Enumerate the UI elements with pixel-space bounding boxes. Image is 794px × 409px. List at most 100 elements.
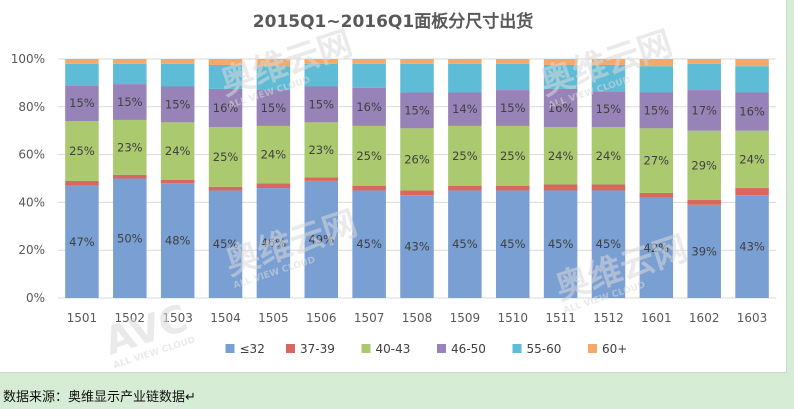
x-tick-label: 1601 (641, 311, 672, 325)
bar-segment (591, 127, 626, 185)
data-label: 45% (356, 237, 382, 251)
data-label: 24% (548, 149, 574, 163)
bar-segment (448, 125, 482, 186)
data-label: 17% (691, 103, 717, 117)
x-tick-label: 1510 (497, 311, 528, 325)
bar-segment (208, 88, 243, 128)
bar-segment (352, 185, 386, 191)
bar-segment (687, 130, 721, 201)
bar-segment (160, 59, 195, 64)
data-label: 16% (356, 100, 382, 114)
bar-segment (448, 92, 482, 126)
bar-segment (352, 87, 386, 126)
bar-segment (160, 63, 195, 87)
x-tick-label: 1505 (258, 311, 289, 325)
bar-segment (495, 90, 530, 126)
chart-title: 2015Q1~2016Q1面板分尺寸出货 (253, 11, 533, 32)
data-label: 15% (596, 102, 622, 116)
bar-segment (448, 185, 482, 191)
bar-segment (448, 63, 482, 93)
data-label: 24% (165, 144, 191, 158)
data-label: 14% (452, 102, 478, 116)
bar-segment (543, 190, 578, 298)
data-label: 25% (452, 149, 478, 163)
data-label: 25% (69, 144, 95, 158)
bar-segment (352, 59, 386, 64)
data-label: 16% (548, 101, 574, 115)
bar-segment (591, 64, 626, 92)
bar-segment (400, 128, 434, 191)
bar-segment (687, 59, 721, 64)
bar-segment (256, 188, 291, 298)
bar-segment (687, 200, 721, 205)
bar-segment (495, 63, 530, 91)
bar-segment (304, 180, 339, 298)
legend-swatch (361, 344, 371, 353)
data-label: 25% (356, 149, 382, 163)
data-label: 45% (213, 237, 239, 251)
bar-segment (304, 63, 339, 87)
chart-panel: 2015Q1~2016Q1面板分尺寸出货 0% 20% 40% 60% 80% 100% 47… (0, 0, 787, 373)
legend-label: 37-39 (300, 342, 335, 356)
bar-segment (448, 59, 482, 64)
bar-segment (352, 190, 386, 298)
x-tick-label: 1508 (402, 311, 433, 325)
data-label: 15% (69, 96, 95, 110)
data-label: 23% (117, 140, 143, 154)
legend-label: 40-43 (376, 342, 411, 356)
x-tick-label: 1603 (737, 311, 768, 325)
bar-segment (495, 190, 530, 298)
data-label: 15% (500, 101, 526, 115)
bar-segment (400, 190, 434, 196)
data-label: 39% (691, 244, 717, 258)
bar-segment (495, 125, 530, 186)
bar-segment (65, 180, 99, 186)
bar-segment (304, 177, 339, 181)
bar-segment (687, 63, 721, 91)
x-tick-label: 1512 (593, 311, 624, 325)
legend-swatch (437, 344, 446, 353)
stacked-bar-chart: 2015Q1~2016Q1面板分尺寸出货 0% 20% 40% 60% 80% 100% 47… (11, 11, 776, 371)
data-label: 15% (644, 103, 670, 117)
bar-segment (113, 178, 147, 298)
bar-segment (304, 122, 339, 178)
bar-segment (256, 125, 291, 184)
data-label: 26% (404, 152, 430, 166)
bar-segment (543, 88, 578, 128)
y-tick-label: 0% (26, 291, 45, 305)
bar-segment (65, 59, 99, 64)
bar-segment (208, 59, 243, 65)
bar-segment (639, 59, 674, 67)
legend-label: 55-60 (527, 342, 562, 356)
data-label: 24% (261, 148, 287, 162)
x-tick-label: 1503 (162, 311, 193, 325)
y-tick-label: 40% (18, 195, 45, 209)
data-label: 45% (548, 237, 574, 251)
bar-segment (113, 63, 147, 85)
data-label: 15% (404, 103, 430, 117)
bar-segment (304, 59, 339, 64)
x-tick-label: 1502 (115, 311, 146, 325)
bar-segment (160, 179, 195, 184)
data-label: 15% (261, 101, 287, 115)
source-note: 数据来源：奥维显示产业链数据↵ (3, 390, 196, 405)
bar-segment (256, 66, 291, 91)
bar-segment (113, 84, 147, 120)
legend-label: 46-50 (451, 342, 486, 356)
bar-segment (735, 130, 769, 189)
data-label: 29% (691, 158, 717, 172)
bar-segment (639, 128, 674, 193)
y-tick-label: 20% (18, 243, 45, 257)
bar-segment (304, 86, 339, 123)
bar-segment (639, 192, 674, 198)
data-label: 43% (739, 240, 765, 254)
bar-segment (400, 59, 434, 64)
bar-segment (208, 127, 243, 187)
bar-segment (400, 92, 434, 129)
x-tick-label: 1507 (354, 311, 385, 325)
x-tick-label: 1509 (450, 311, 481, 325)
data-label: 42% (644, 241, 670, 255)
bar-segment (160, 86, 195, 123)
bar-segment (208, 64, 243, 89)
